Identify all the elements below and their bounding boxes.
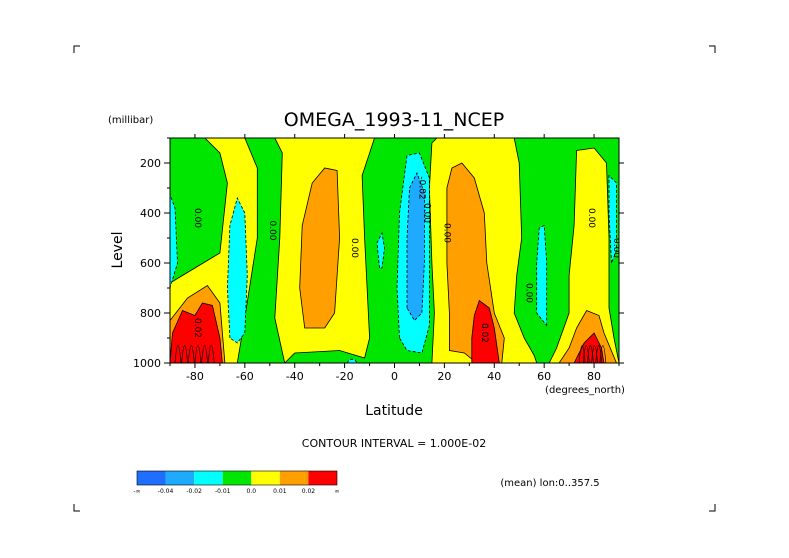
dense-contour-1-0 [578, 345, 586, 363]
dense-contour-1-5 [599, 345, 607, 363]
x-tick-label-0: -80 [186, 370, 204, 383]
y-tick-label-2: 600 [140, 257, 161, 270]
y-tick-label-3: 800 [140, 307, 161, 320]
y-axis: 200 400 600 800 1000 [133, 137, 624, 370]
contour-region-11 [226, 196, 248, 344]
x-axis: -80 -60 -40 -20 0 20 40 60 80 [169, 134, 620, 383]
mean-longitude-note: (mean) lon:0..357.5 [500, 478, 599, 489]
colorbar-frame [136, 470, 338, 486]
x-tick-label-5: 20 [437, 370, 451, 383]
contour-fill-layer [170, 138, 619, 363]
contour-region-12 [170, 193, 178, 289]
colorbar-bin-3 [222, 471, 252, 485]
x-tick-label-4: 0 [391, 370, 398, 383]
dense-contour-0-0 [174, 345, 182, 363]
x-tick-label-2: -40 [286, 370, 304, 383]
x-tick-label-6: 40 [487, 370, 501, 383]
contour-region-18 [346, 358, 358, 363]
contour-label-2: 0.00 [349, 238, 359, 258]
contour-label-6: 0.00 [586, 208, 596, 228]
dense-contour-0-4 [201, 345, 208, 363]
x-axis-units: (degrees_north) [545, 385, 625, 396]
contour-label-layer: 0.00 0.00 0.00 0.00 0.00 0.00 0.00 0.00 0.02 0.02… [192, 176, 621, 343]
colorbar-label-start: -∞ [133, 488, 140, 495]
colorbar-label-5: 0.02 [302, 488, 316, 495]
colorbar-bin-5 [279, 471, 309, 485]
contour-label-5: 0.00 [524, 283, 534, 303]
colorbar-label-end: ∞ [335, 488, 340, 495]
contour-region-16 [536, 224, 548, 327]
contour-region-7 [471, 299, 500, 363]
y-tick-label-4: 1000 [133, 357, 161, 370]
colorbar-label-0: -0.04 [158, 488, 174, 495]
dense-contour-1-1 [582, 345, 590, 363]
dense-contour-0-3 [194, 345, 202, 363]
crop-marks [73, 45, 716, 512]
colorbar-bin-4 [251, 471, 280, 485]
colorbar: -∞ -0.04 -0.02 -0.01 0.0 0.01 0.02 ∞ [133, 470, 340, 495]
colorbar-bin-2 [194, 471, 223, 485]
plot-area: 0.00 0.00 0.00 0.00 0.00 0.00 0.00 0.00 0.02 0.02… [169, 137, 621, 364]
x-tick-label-8: 80 [587, 370, 601, 383]
dense-contour-1-4 [595, 345, 603, 363]
contour-label-3: 0.00 [421, 203, 431, 223]
contour-label-9: 0.02 [192, 318, 202, 338]
colorbar-bin-0 [137, 471, 166, 485]
contour-label-10: -0.02 [416, 176, 426, 199]
dense-contour-0-1 [181, 345, 188, 363]
x-tick-label-7: 60 [537, 370, 551, 383]
colorbar-bin-1 [165, 471, 195, 485]
y-tick-label-0: 200 [140, 157, 161, 170]
colorbar-label-4: 0.01 [273, 488, 287, 495]
y-axis-label: Level [110, 232, 126, 269]
contour-interval-note: CONTOUR INTERVAL = 1.000E-02 [302, 437, 486, 450]
y-units-label: (millibar) [108, 115, 153, 126]
y-tick-label-1: 400 [140, 207, 161, 220]
contour-region-4 [299, 167, 341, 329]
dense-contour-1-2 [587, 345, 594, 363]
contour-label-8: 0.02 [479, 323, 489, 343]
contour-label-7: 0.00 [611, 238, 621, 258]
x-axis-label: Latitude [365, 403, 423, 419]
contour-region-15 [406, 171, 425, 322]
dense-contour-1-3 [591, 345, 598, 363]
x-tick-label-3: -20 [336, 370, 354, 383]
chart-title: OMEGA_1993-11_NCEP [284, 109, 504, 131]
dense-contour-0-5 [207, 345, 215, 363]
contour-region-13 [376, 231, 385, 269]
contour-region-8 [548, 147, 619, 363]
contour-label-1: 0.00 [267, 220, 277, 240]
contour-label-0: 0.00 [192, 208, 202, 228]
contour-label-4: 0.00 [441, 223, 451, 243]
x-tick-label-1: -60 [236, 370, 254, 383]
contour-region-2 [170, 302, 223, 363]
colorbar-label-1: -0.02 [186, 488, 202, 495]
contour-region-17 [608, 174, 617, 264]
dense-contour-0-2 [187, 345, 195, 363]
colorbar-label-2: -0.01 [215, 488, 231, 495]
colorbar-bin-6 [308, 471, 337, 485]
colorbar-label-3: 0.0 [247, 488, 257, 495]
